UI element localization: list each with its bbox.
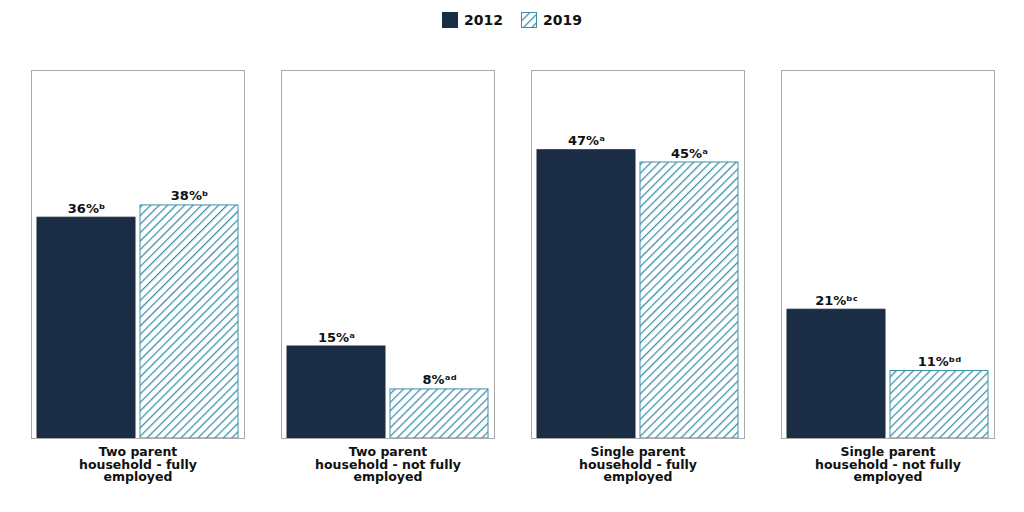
svg-text:36%ᵇ: 36%ᵇ: [68, 201, 105, 216]
svg-text:Single parenthousehold - fully: Single parenthousehold - fullyemployed: [579, 444, 697, 484]
svg-text:8%ᵃᵈ: 8%ᵃᵈ: [422, 372, 456, 387]
html-text:2012: 2012: [464, 12, 503, 28]
html-text:2019: 2019: [543, 12, 582, 28]
svg-text:11%ᵇᵈ: 11%ᵇᵈ: [918, 354, 962, 369]
svg-text:21%ᵇᶜ: 21%ᵇᶜ: [815, 293, 858, 308]
svg-text:15%ᵃ: 15%ᵃ: [318, 330, 355, 345]
svg-text:47%ᵃ: 47%ᵃ: [568, 133, 605, 148]
svg-text:Single parenthousehold - not f: Single parenthousehold - not fullyemploy…: [815, 444, 961, 484]
svg-text:38%ᵇ: 38%ᵇ: [171, 188, 208, 203]
svg-text:Two parenthousehold - not full: Two parenthousehold - not fullyemployed: [315, 444, 461, 484]
svg-text:Two parenthousehold - fullyemp: Two parenthousehold - fullyemployed: [79, 444, 197, 484]
svg-text:45%ᵃ: 45%ᵃ: [671, 146, 708, 161]
